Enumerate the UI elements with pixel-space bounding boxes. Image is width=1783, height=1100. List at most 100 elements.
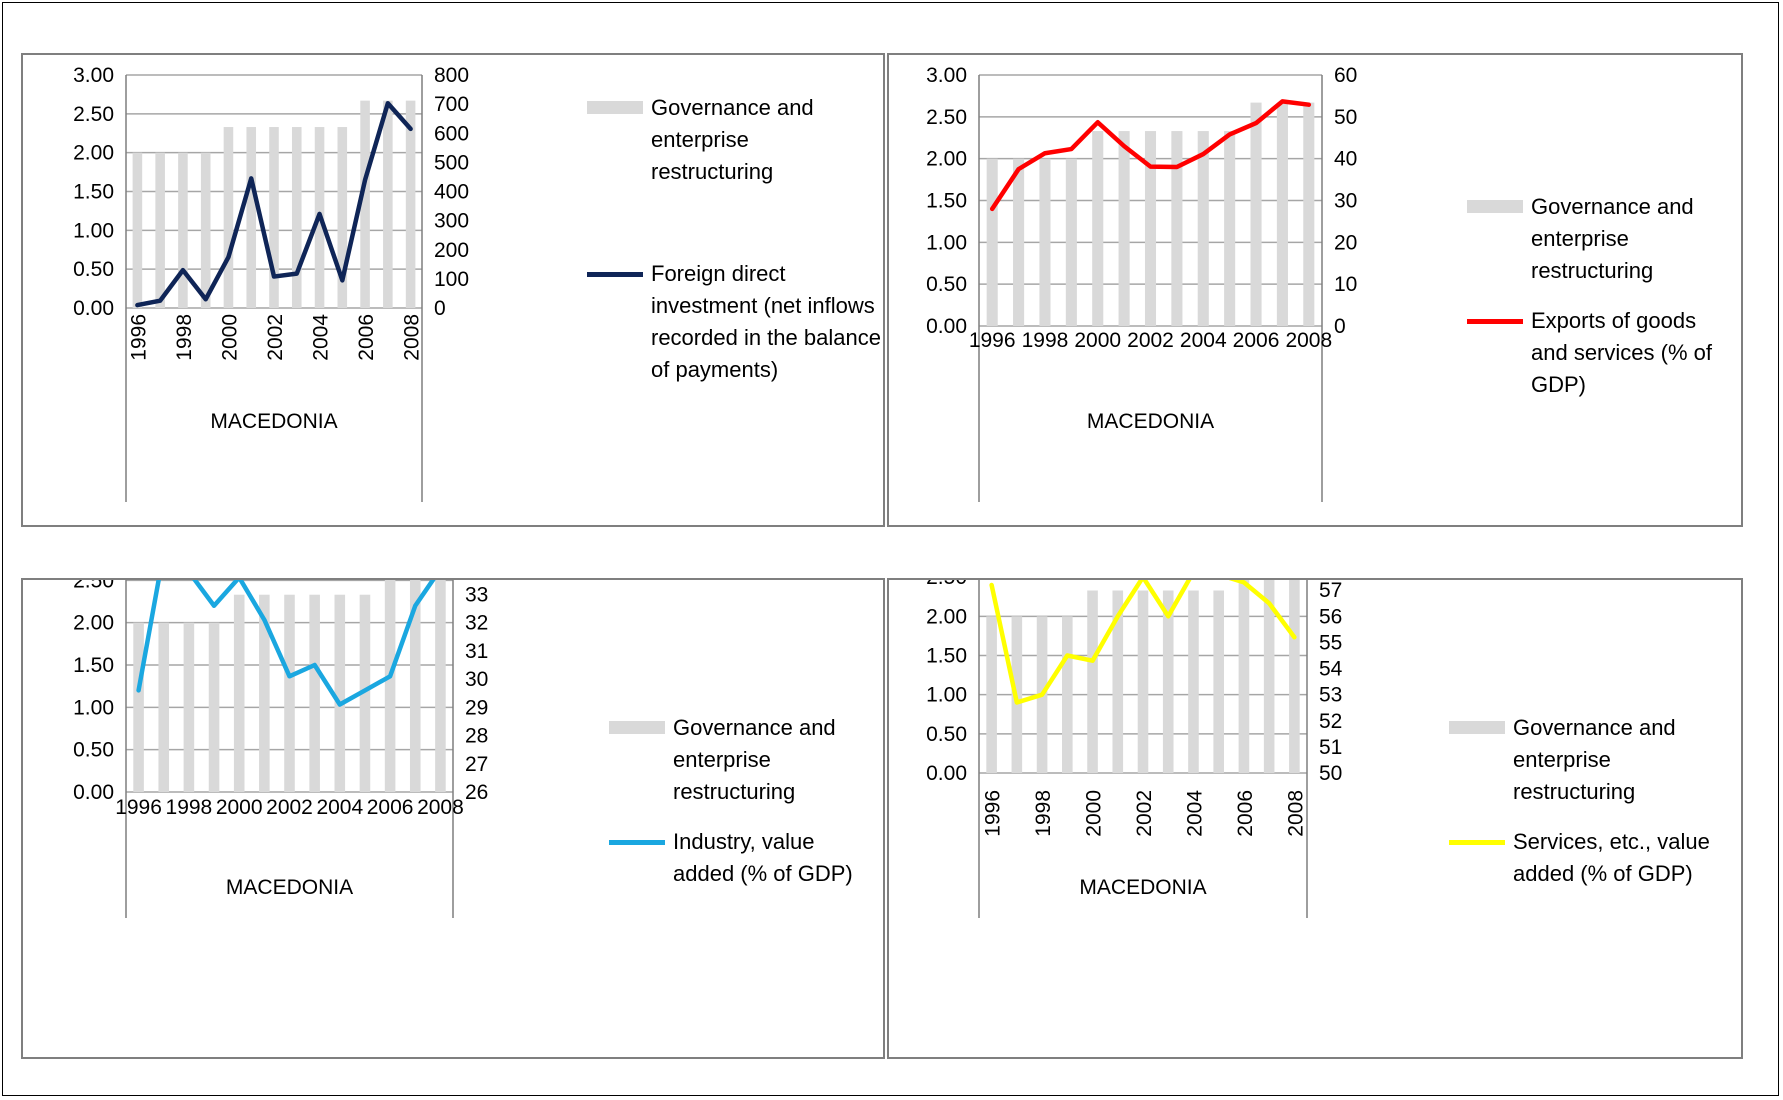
bar (1112, 590, 1124, 773)
y-right-tick-label: 51 (1319, 736, 1342, 759)
x-tick-label: 2006 (367, 796, 414, 819)
legend-label-fdi: Foreign direct investment (net inflows r… (651, 261, 881, 382)
x-axis-label: MACEDONIA (210, 410, 337, 433)
bar (1137, 590, 1149, 773)
y-right-tick-label: 50 (1334, 106, 1357, 129)
bar (200, 152, 211, 308)
bar (183, 622, 195, 792)
x-tick-label: 2004 (316, 796, 363, 819)
bar (309, 594, 320, 792)
bar (1118, 131, 1130, 326)
series-line (989, 580, 1297, 705)
bar (435, 580, 446, 792)
x-axis-label: MACEDONIA (226, 876, 353, 899)
x-tick-label: 2008 (1284, 790, 1307, 837)
bar (208, 622, 220, 792)
y-left-tick-label: 0.50 (926, 273, 967, 296)
series-line (989, 99, 1312, 212)
bar (360, 100, 370, 308)
legend-item-governance: Governance and enterprise restructuring (1467, 191, 1737, 287)
y-left-tick-label: 2.00 (73, 142, 114, 165)
y-right-tick-label: 57 (1319, 580, 1342, 602)
legend-swatch-line (609, 840, 665, 845)
y-left-tick-label: 1.00 (73, 219, 114, 242)
legend-swatch-line (1449, 840, 1505, 845)
x-tick-label: 2004 (1183, 790, 1206, 837)
y-right-tick-label: 200 (434, 239, 469, 262)
chart-panel-industry: 0.000.501.001.502.002.503.00262728293031… (21, 578, 885, 1059)
legend-swatch-bar (587, 101, 643, 114)
bar (1224, 131, 1236, 326)
bar (291, 127, 302, 308)
bar (132, 152, 143, 308)
chart-panel-services: 0.000.501.001.502.002.503.00505152535455… (887, 578, 1743, 1059)
x-tick-label: 2002 (264, 314, 287, 361)
legend-label-services: Services, etc., value added (% of GDP) (1513, 829, 1710, 886)
bar (269, 127, 279, 308)
bar (1039, 158, 1051, 326)
chart-industry: 0.000.501.001.502.002.503.00262728293031… (73, 580, 488, 918)
bar (383, 100, 393, 308)
chart-fdi: 0.00 0.50 1.00 1.50 2.00 2.50 3.00 0 100 200 300 40… (73, 64, 469, 502)
y-right-tick-label: 52 (1319, 710, 1342, 733)
bar (1162, 590, 1174, 773)
bar (133, 622, 144, 792)
x-tick-label: 1998 (1022, 329, 1069, 352)
legend-item-industry: Industry, value added (% of GDP) (609, 826, 879, 890)
bar (986, 158, 998, 326)
bar (178, 152, 188, 308)
legend-swatch-bar (1467, 200, 1523, 213)
legend-fdi: Governance and enterprise restructuring … (587, 92, 887, 386)
y-right-tick-label: 40 (1334, 148, 1357, 171)
x-tick-label: 2002 (1133, 790, 1156, 837)
x-tick-label: 1996 (969, 329, 1016, 352)
legend-label-governance: Governance and enterprise restructuring (651, 95, 814, 184)
y-left-tick-label: 1.50 (926, 190, 967, 213)
y-left-tick-label: 0.00 (73, 781, 114, 804)
x-tick-label: 2000 (216, 796, 263, 819)
bar (259, 594, 270, 792)
legend-item-services: Services, etc., value added (% of GDP) (1449, 826, 1739, 890)
y-right-tick-label: 800 (434, 64, 469, 87)
bar (246, 127, 257, 308)
bar (359, 594, 371, 792)
y-left-tick-label: 3.00 (73, 64, 114, 87)
y-right-tick-label: 27 (465, 753, 488, 776)
x-tick-label: 1998 (166, 796, 213, 819)
y-right-tick-label: 29 (465, 696, 488, 719)
y-left-tick-label: 1.50 (926, 645, 967, 668)
bar (233, 594, 245, 792)
y-right-tick-label: 33 (465, 583, 488, 606)
x-tick-label: 2006 (1234, 790, 1257, 837)
legend-swatch-bar (1449, 721, 1505, 734)
y-right-tick-label: 20 (1334, 231, 1357, 254)
legend-label-governance: Governance and enterprise restructuring (1531, 194, 1694, 283)
bar (405, 100, 416, 308)
x-axis-label: MACEDONIA (1087, 410, 1214, 433)
legend-swatch-line (587, 272, 643, 277)
bar (1289, 580, 1300, 773)
x-tick-label: 2000 (1074, 329, 1121, 352)
bar (409, 580, 421, 792)
y-right-tick-label: 600 (434, 122, 469, 145)
x-tick-label: 1996 (115, 796, 162, 819)
bar (1013, 158, 1025, 326)
legend-label-governance: Governance and enterprise restructuring (673, 715, 836, 804)
y-right-tick-label: 0 (434, 297, 446, 320)
y-left-tick-label: 0.50 (73, 739, 114, 762)
x-tick-label: 2006 (355, 314, 378, 361)
chart-services: 0.000.501.001.502.002.503.00505152535455… (926, 580, 1343, 918)
bar (1188, 590, 1199, 773)
y-right-tick-label: 28 (465, 725, 488, 748)
x-tick-label: 2008 (401, 314, 424, 361)
y-left-tick-label: 1.00 (73, 696, 114, 719)
y-left-tick-label: 0.00 (926, 762, 967, 785)
bar (223, 127, 234, 308)
y-left-tick-label: 2.00 (926, 605, 967, 628)
y-left-tick-label: 0.00 (73, 297, 114, 320)
x-tick-label: 1996 (127, 314, 150, 361)
x-tick-label: 2000 (218, 314, 241, 361)
legend-exports: Governance and enterprise restructuring … (1467, 191, 1737, 401)
y-left-tick-label: 1.00 (926, 684, 967, 707)
